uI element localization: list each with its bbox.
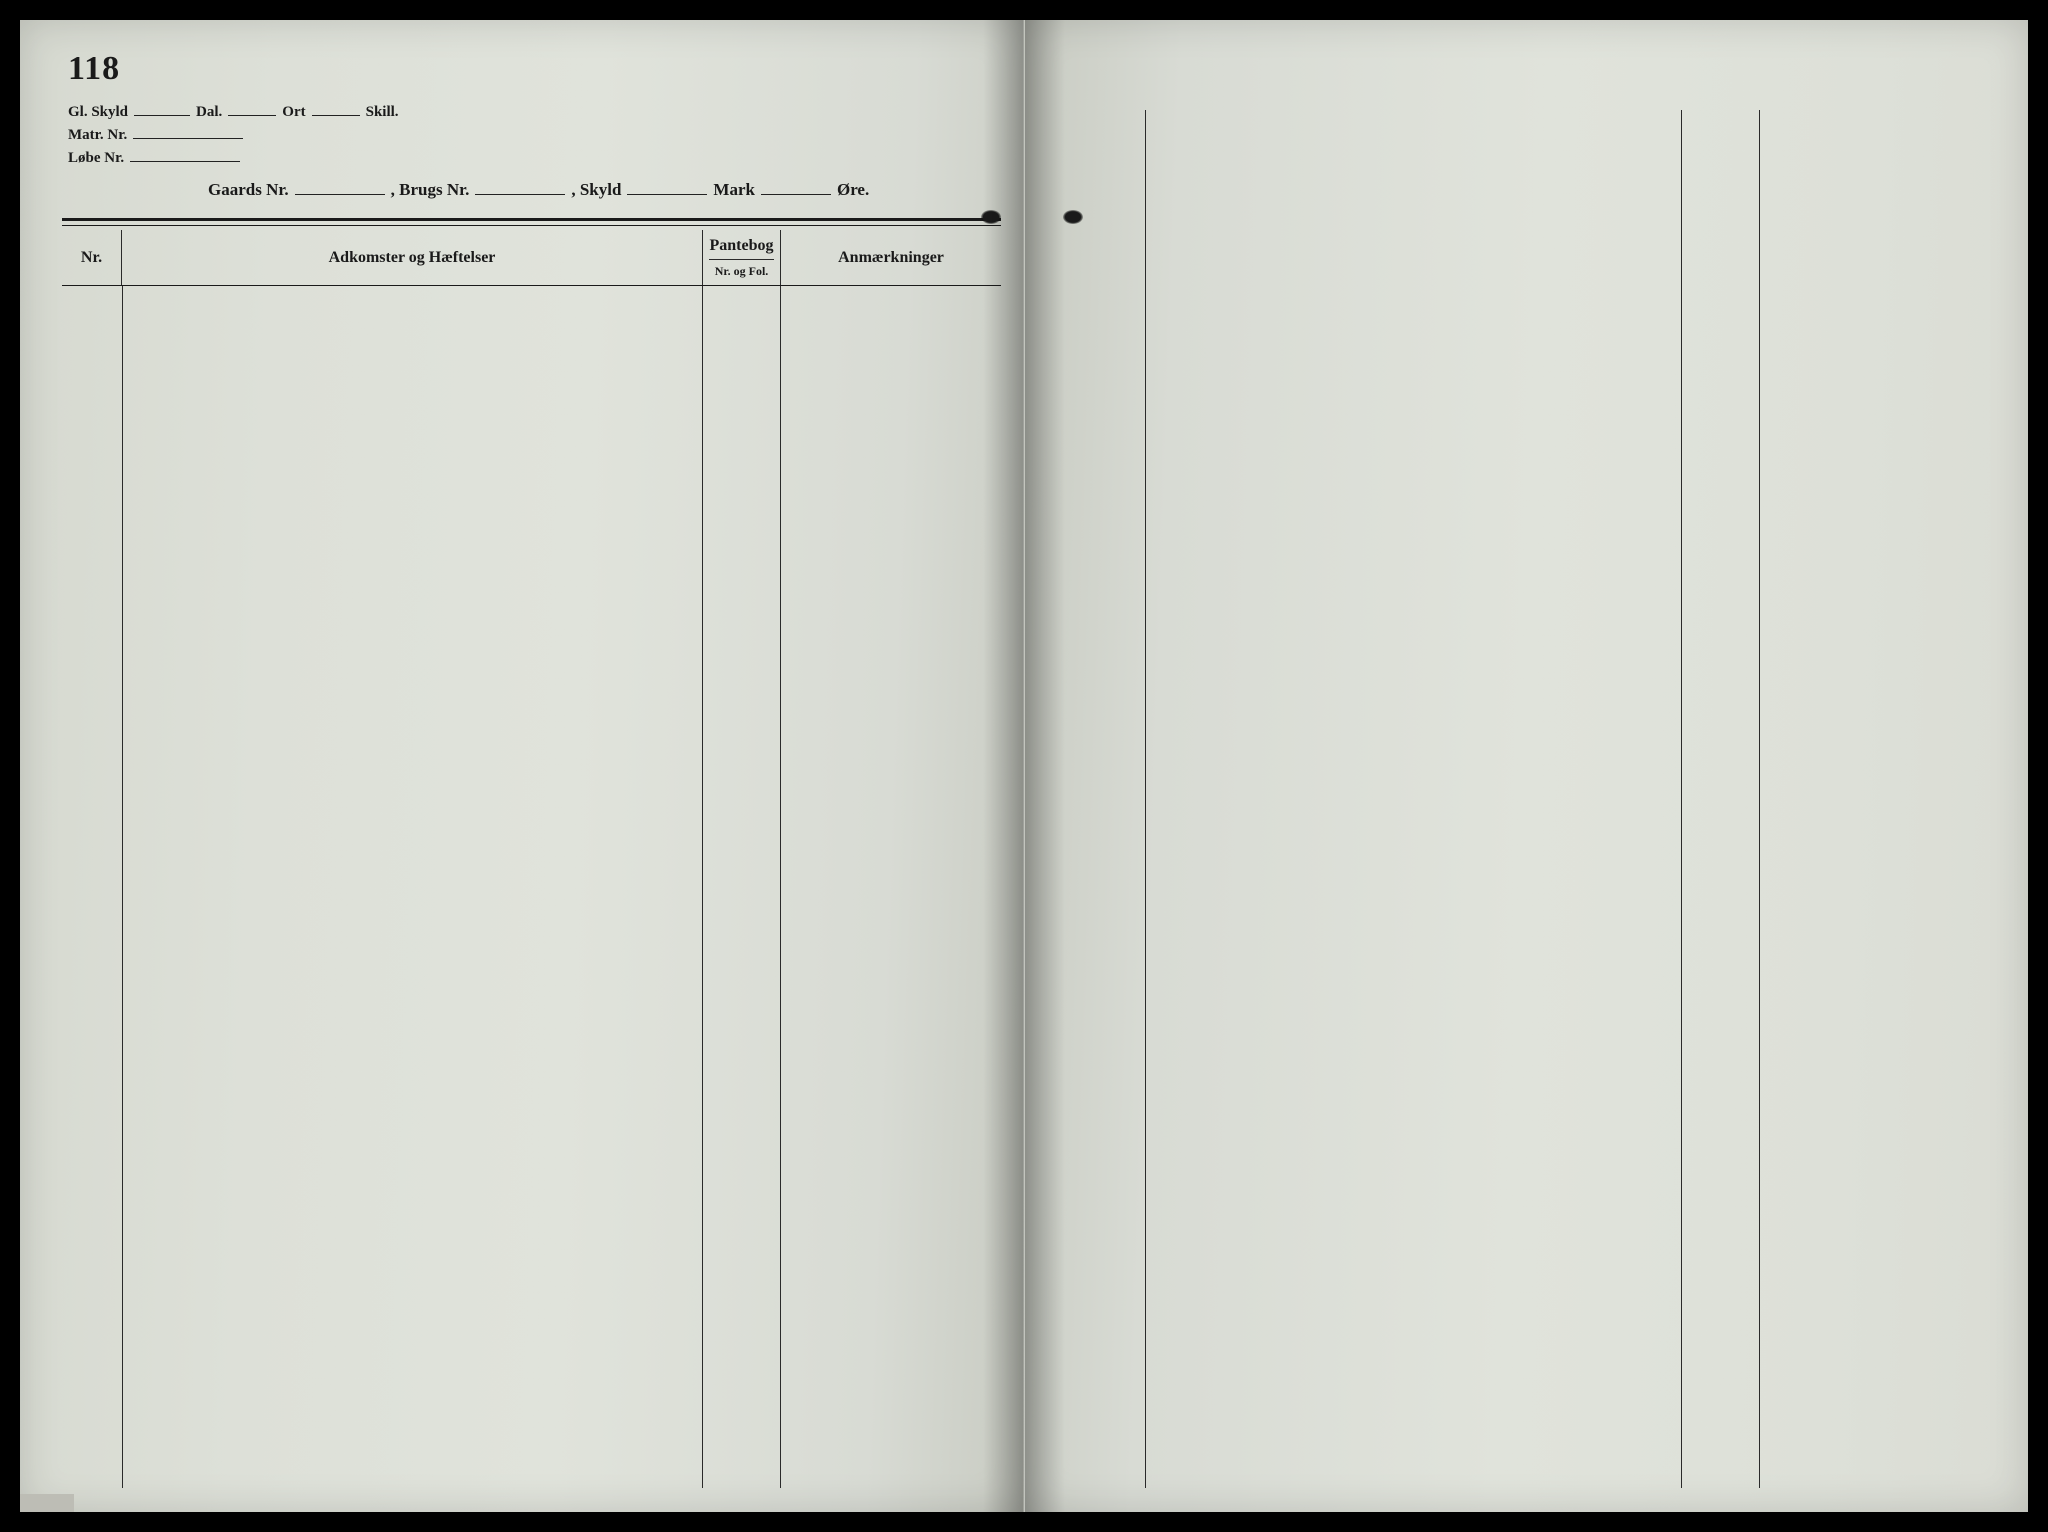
- vline-r2: [1681, 110, 1682, 1488]
- field-lobe-nr: [130, 148, 240, 162]
- table-header-row: Nr. Adkomster og Hæftelser Pantebog Nr. …: [62, 230, 1001, 286]
- field-brugs-nr: [475, 181, 565, 195]
- double-rule: [62, 218, 1001, 226]
- ledger-book-spread: 118 Gl. Skyld Dal. Ort Skill. Matr. Nr. …: [20, 20, 2028, 1512]
- col-header-pantebog-sub: Nr. og Fol.: [709, 259, 774, 279]
- header-block: Gl. Skyld Dal. Ort Skill. Matr. Nr. Løbe…: [68, 102, 983, 171]
- col-header-pantebog-label: Pantebog: [710, 237, 774, 255]
- field-mark: [761, 181, 831, 195]
- field-skyld: [627, 181, 707, 195]
- label-gaards-nr: Gaards Nr.: [208, 180, 289, 200]
- label-lobe-nr: Løbe Nr.: [68, 150, 124, 167]
- vline-r1: [1145, 110, 1146, 1488]
- col-header-nr: Nr.: [62, 230, 122, 285]
- field-ort: [312, 102, 360, 116]
- label-skill: Skill.: [366, 104, 399, 121]
- left-column-rules: [62, 286, 1001, 1488]
- right-column-rules: [1085, 110, 1980, 1488]
- label-dal: Dal.: [196, 104, 222, 121]
- punch-hole-right: [1063, 210, 1083, 224]
- label-gl-skyld: Gl. Skyld: [68, 104, 128, 121]
- punch-hole-left: [981, 210, 1001, 224]
- scanner-tab: [20, 1494, 74, 1512]
- label-skyld: , Skyld: [571, 180, 621, 200]
- vline-after-pantebog: [780, 286, 781, 1488]
- vline-r3: [1759, 110, 1760, 1488]
- col-header-pantebog: Pantebog Nr. og Fol.: [703, 230, 781, 285]
- vline-after-adk: [702, 286, 703, 1488]
- field-gl-skyld: [134, 102, 190, 116]
- label-matr-nr: Matr. Nr.: [68, 127, 127, 144]
- col-header-anmaerkninger: Anmærkninger: [781, 230, 1001, 285]
- header-line-1: Gl. Skyld Dal. Ort Skill.: [68, 102, 983, 121]
- field-gaards-nr: [295, 181, 385, 195]
- label-mark: Mark: [713, 180, 755, 200]
- field-dal: [228, 102, 276, 116]
- label-brugs-nr: , Brugs Nr.: [391, 180, 470, 200]
- col-header-adkomster: Adkomster og Hæftelser: [122, 230, 703, 285]
- header-line-2: Matr. Nr.: [68, 125, 983, 144]
- spine-shadow-right: [1025, 20, 1065, 1512]
- right-page: [1024, 20, 2028, 1512]
- label-ort: Ort: [282, 104, 305, 121]
- header-line-3: Løbe Nr.: [68, 148, 983, 167]
- page-number: 118: [68, 50, 120, 88]
- field-matr-nr: [133, 125, 243, 139]
- subheader-line: Gaards Nr. , Brugs Nr. , Skyld Mark Øre.: [68, 180, 983, 200]
- vline-after-nr: [122, 286, 123, 1488]
- label-ore: Øre.: [837, 180, 869, 200]
- left-page: 118 Gl. Skyld Dal. Ort Skill. Matr. Nr. …: [20, 20, 1024, 1512]
